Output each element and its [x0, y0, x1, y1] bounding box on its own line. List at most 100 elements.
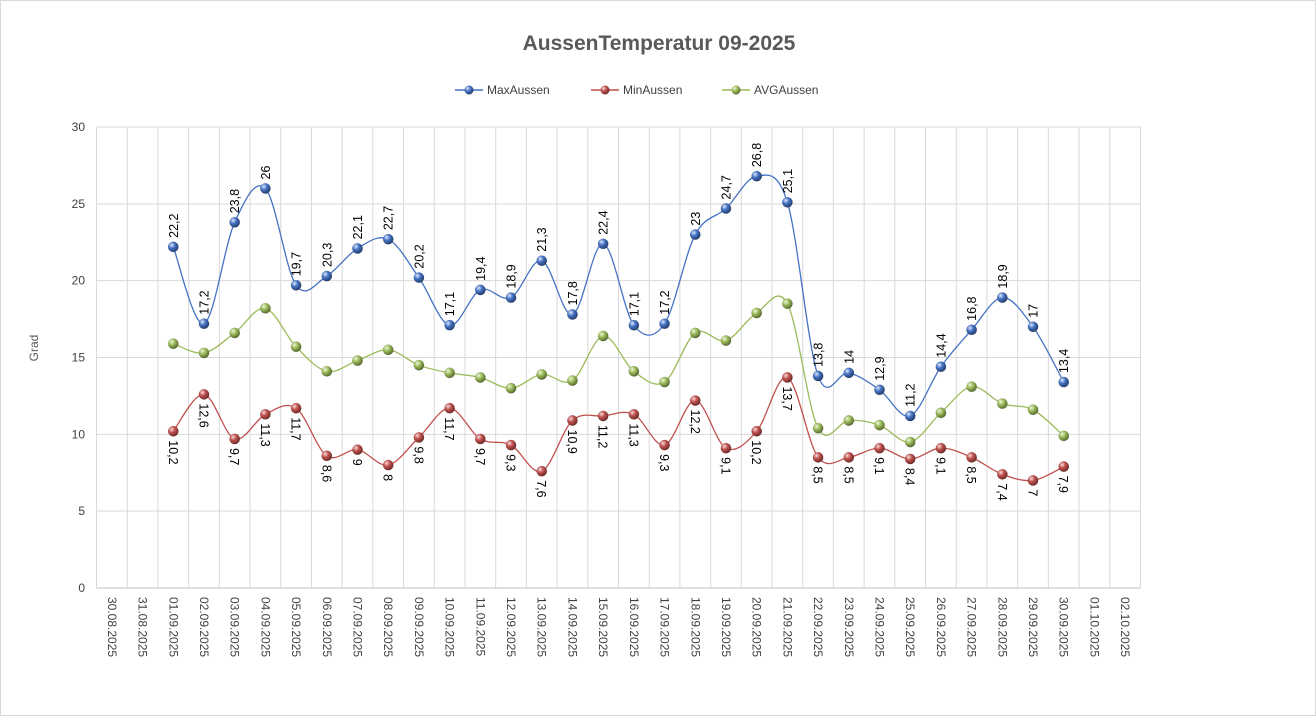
point-minaussen	[904, 453, 916, 465]
data-label-minaussen: 11,7	[289, 417, 303, 440]
data-label-minaussen: 9,8	[411, 446, 425, 463]
x-tick-label: 03.09.2025	[228, 597, 242, 657]
x-tick-label: 04.09.2025	[258, 597, 272, 657]
data-label-minaussen: 8,6	[319, 465, 333, 482]
point-avgaussen	[474, 372, 486, 383]
x-tick-label: 20.09.2025	[750, 597, 764, 657]
data-label-maxaussen: 22,2	[167, 213, 181, 237]
point-minaussen	[996, 468, 1008, 480]
data-label-maxaussen: 17,8	[566, 281, 580, 305]
point-maxaussen	[628, 319, 640, 331]
point-maxaussen	[1027, 321, 1039, 333]
x-tick-label: 28.09.2025	[995, 597, 1009, 657]
point-avgaussen	[444, 367, 456, 379]
data-label-maxaussen: 25,1	[781, 169, 795, 193]
point-minaussen	[259, 408, 271, 420]
data-label-minaussen: 8	[381, 474, 395, 481]
point-maxaussen	[1058, 376, 1070, 388]
point-maxaussen	[720, 202, 732, 214]
series-points	[167, 170, 1070, 486]
point-avgaussen	[382, 344, 394, 356]
data-label-maxaussen: 18,9	[996, 264, 1010, 288]
x-tick-label: 01.10.2025	[1087, 597, 1101, 657]
point-minaussen	[413, 431, 425, 443]
x-tick-label: 17.09.2025	[658, 597, 672, 657]
data-label-maxaussen: 26	[259, 166, 273, 180]
point-avgaussen	[198, 347, 210, 359]
point-minaussen	[935, 442, 947, 454]
x-tick-label: 06.09.2025	[320, 597, 334, 657]
point-minaussen	[966, 451, 978, 463]
data-label-maxaussen: 17,2	[658, 290, 672, 314]
data-label-minaussen: 11,3	[258, 423, 272, 446]
point-maxaussen	[751, 170, 763, 182]
data-label-maxaussen: 17,1	[443, 292, 457, 316]
legend-label-avgaussen: AVGAussen	[754, 83, 818, 97]
data-label-maxaussen: 17	[1027, 304, 1041, 318]
point-minaussen	[874, 442, 885, 454]
point-maxaussen	[413, 272, 425, 284]
data-label-minaussen: 9,7	[227, 448, 241, 465]
point-minaussen	[781, 372, 793, 383]
point-avgaussen	[996, 398, 1008, 410]
point-maxaussen	[321, 270, 333, 282]
data-label-maxaussen: 12,9	[873, 356, 887, 380]
x-tick-label: 10.09.2025	[443, 597, 457, 657]
x-tick-label: 02.09.2025	[197, 597, 211, 657]
point-minaussen	[198, 388, 210, 400]
point-avgaussen	[1058, 430, 1070, 442]
point-minaussen	[843, 451, 855, 463]
data-label-maxaussen: 20,3	[320, 243, 334, 267]
data-label-maxaussen: 23,8	[228, 189, 242, 213]
point-avgaussen	[751, 307, 763, 319]
x-tick-label: 02.10.2025	[1118, 597, 1132, 657]
x-tick-label: 16.09.2025	[627, 597, 641, 657]
point-maxaussen	[290, 279, 302, 291]
y-tick-label: 0	[78, 581, 85, 595]
point-minaussen	[444, 402, 456, 414]
point-maxaussen	[566, 309, 578, 320]
point-minaussen	[628, 408, 640, 420]
x-tick-label: 05.09.2025	[289, 597, 303, 657]
data-label-minaussen: 9,1	[933, 457, 947, 474]
point-avgaussen	[720, 335, 732, 347]
data-label-minaussen: 9,1	[718, 457, 732, 474]
data-label-maxaussen: 13,4	[1057, 349, 1071, 373]
data-label-maxaussen: 26,8	[750, 143, 764, 167]
point-minaussen	[321, 450, 333, 462]
point-maxaussen	[904, 410, 916, 422]
point-minaussen	[505, 439, 517, 451]
x-tick-label: 09.09.2025	[412, 597, 426, 657]
data-label-maxaussen: 22,7	[382, 206, 396, 230]
point-minaussen	[352, 444, 363, 456]
legend-entry-minaussen: MinAussen	[591, 83, 682, 97]
point-avgaussen	[352, 355, 363, 367]
point-avgaussen	[874, 419, 885, 431]
data-label-maxaussen: 17,2	[197, 290, 211, 314]
data-label-maxaussen: 11,2	[904, 383, 918, 406]
x-tick-label: 01.09.2025	[166, 597, 180, 657]
x-tick-label: 07.09.2025	[351, 597, 365, 657]
point-maxaussen	[505, 292, 517, 304]
point-maxaussen	[966, 324, 978, 336]
chart-title: AussenTemperatur 09-2025	[523, 32, 796, 55]
data-label-minaussen: 9,3	[657, 454, 671, 471]
data-label-minaussen: 10,2	[749, 440, 763, 464]
y-axis-title: Grad	[27, 335, 41, 362]
data-label-minaussen: 9,1	[872, 457, 886, 474]
point-minaussen	[382, 459, 394, 471]
point-avgaussen	[597, 330, 609, 342]
point-maxaussen	[659, 318, 671, 330]
point-minaussen	[751, 425, 763, 437]
y-tick-label: 20	[72, 274, 86, 288]
point-minaussen	[720, 442, 732, 454]
point-minaussen	[812, 451, 824, 463]
x-tick-label: 30.08.2025	[105, 597, 119, 657]
data-label-minaussen: 7,6	[534, 480, 548, 497]
point-maxaussen	[382, 233, 394, 245]
point-maxaussen	[935, 361, 947, 373]
data-label-minaussen: 10,9	[565, 430, 579, 454]
grid	[96, 126, 1141, 589]
legend: MaxAussen MinAussen AVGAussen	[455, 83, 818, 97]
